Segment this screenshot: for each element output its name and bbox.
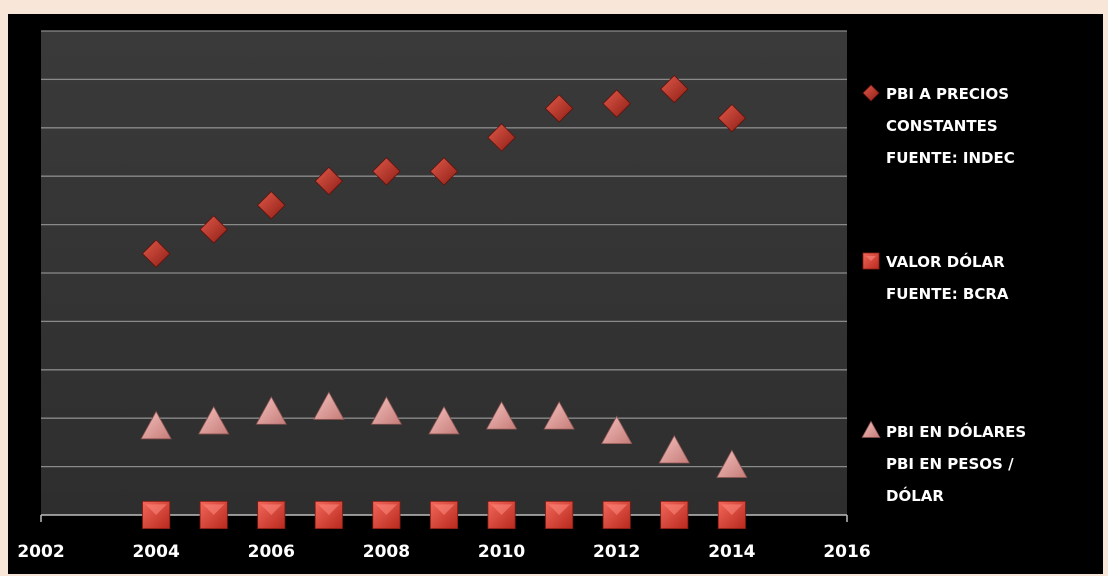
series-2-point <box>429 500 459 530</box>
legend-label-3: PBI EN PESOS / <box>886 455 1014 473</box>
series-3-point <box>601 415 633 445</box>
series-1-point <box>141 239 171 268</box>
series-3-point <box>370 396 403 425</box>
series-3-point <box>658 434 690 464</box>
series-2-point <box>257 500 286 530</box>
legend-marker-3 <box>861 420 881 438</box>
series-3-point <box>255 396 287 425</box>
series-3-point <box>428 405 460 435</box>
series-3-point <box>140 410 172 440</box>
series-1-point <box>602 89 631 118</box>
series-2-point <box>660 500 689 530</box>
series-2-point <box>372 500 401 530</box>
series-3-point <box>485 401 518 430</box>
legend-marker-1 <box>862 84 880 102</box>
series-2-point <box>314 500 343 530</box>
series-3-point <box>313 391 345 420</box>
x-tick-label: 2004 <box>132 542 179 562</box>
x-tick-label: 2006 <box>248 542 295 562</box>
series-2-point <box>717 500 746 530</box>
series-2-point <box>545 500 574 530</box>
series-1-point <box>257 191 286 220</box>
legend-label-2: VALOR DÓLAR <box>886 252 1005 271</box>
data-marks <box>140 74 748 530</box>
chart-frame: 2002 2004 2006 2008 2010 2012 2014 2016 PBI A P… <box>8 14 1103 574</box>
series-2-point <box>487 500 516 530</box>
series-1-point <box>372 157 401 186</box>
legend-label-1: PBI A PRECIOS <box>886 85 1009 103</box>
series-1-point <box>199 215 228 244</box>
x-tick-label: 2016 <box>823 542 870 562</box>
series-1-point <box>314 166 344 196</box>
legend-label-1: FUENTE: INDEC <box>886 149 1015 167</box>
legend-label-2: FUENTE: BCRA <box>886 285 1009 303</box>
legend-label-3: DÓLAR <box>886 486 944 505</box>
series-3-point <box>716 449 748 478</box>
series-2-point <box>199 500 228 530</box>
legend-label-3: PBI EN DÓLARES <box>886 422 1026 441</box>
series-1-point <box>544 94 574 123</box>
legend-label-1: CONSTANTES <box>886 117 998 135</box>
series-1-point <box>717 103 747 133</box>
x-tick-label: 2014 <box>708 542 755 562</box>
scatter-chart: 2002 2004 2006 2008 2010 2012 2014 2016 PBI A P… <box>17 30 1026 562</box>
legend: PBI A PRECIOS CONSTANTES FUENTE: INDEC VALO… <box>861 84 1026 505</box>
series-2-point <box>142 500 171 530</box>
legend-marker-2 <box>862 252 880 270</box>
series-1-point <box>429 157 459 186</box>
series-1-point <box>487 123 516 152</box>
series-2-point <box>602 500 631 530</box>
x-tick-label: 2012 <box>593 542 640 562</box>
series-3-point <box>543 401 575 430</box>
x-tick-label: 2002 <box>17 542 64 562</box>
x-tick-label: 2008 <box>363 542 410 562</box>
series-1-point <box>660 74 689 104</box>
x-tick-label: 2010 <box>478 542 525 562</box>
series-3-point <box>198 405 230 435</box>
